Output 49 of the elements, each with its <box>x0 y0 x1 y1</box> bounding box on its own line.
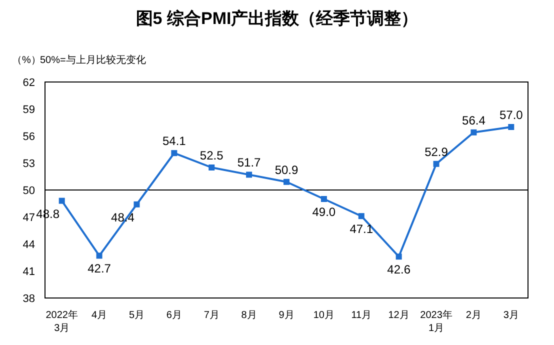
data-label: 52.9 <box>424 144 448 159</box>
point <box>171 150 178 156</box>
x-tick-label: 12月 <box>388 310 410 321</box>
y-tick-label: 44 <box>22 239 35 251</box>
x-tick-label: 4月 <box>92 310 108 321</box>
data-label: 49.0 <box>312 205 336 219</box>
data-label: 42.6 <box>387 262 411 277</box>
point <box>246 172 252 178</box>
point <box>96 252 102 259</box>
x-tick-label: 9月 <box>278 310 294 321</box>
x-tick-label: 6月 <box>166 310 182 321</box>
y-tick-label: 38 <box>22 293 35 305</box>
y-tick-label: 53 <box>22 158 35 170</box>
point <box>396 254 402 260</box>
y-tick-label: 41 <box>22 266 35 278</box>
y-tick-label: 59 <box>22 104 35 116</box>
x-tick-label: 11月 <box>351 310 372 321</box>
y-axis-title: （%） <box>12 55 41 66</box>
text: 50%=与上月比较无变化 <box>40 54 146 66</box>
y-tick-label: 47 <box>22 212 35 224</box>
y-tick-label: 62 <box>22 77 35 89</box>
point <box>433 160 440 167</box>
data-label: 51.7 <box>237 156 262 170</box>
x-tick-label: 3月 <box>503 310 519 321</box>
point <box>284 178 290 185</box>
point <box>58 198 65 204</box>
data-label: 54.1 <box>162 134 186 148</box>
x-tick-label: 10月 <box>313 310 335 321</box>
x-tick-label: 2023年 1月 <box>420 309 452 334</box>
data-label: 52.5 <box>200 148 224 162</box>
point <box>320 196 327 202</box>
data-label: 57.0 <box>499 108 524 122</box>
chart-title: 图5 综合PMI产出指数（经季节调整） <box>136 9 418 28</box>
data-label: 42.7 <box>88 262 112 276</box>
data-label: 47.1 <box>350 222 374 236</box>
data-label: 50.9 <box>274 162 298 177</box>
point <box>208 164 215 170</box>
x-tick-label: 5月 <box>128 310 145 321</box>
point <box>358 213 364 220</box>
data-label: 56.4 <box>462 113 486 128</box>
x-tick-label: 2022年 3月 <box>46 309 78 334</box>
x-tick-label: 2月 <box>466 310 482 321</box>
y-tick-label: 56 <box>22 131 35 143</box>
x-tick-label: 8月 <box>241 310 257 321</box>
point <box>134 201 140 208</box>
point <box>470 129 477 136</box>
x-tick-label: 7月 <box>204 310 220 321</box>
y-tick-label: 50 <box>22 185 35 197</box>
point <box>508 124 514 130</box>
